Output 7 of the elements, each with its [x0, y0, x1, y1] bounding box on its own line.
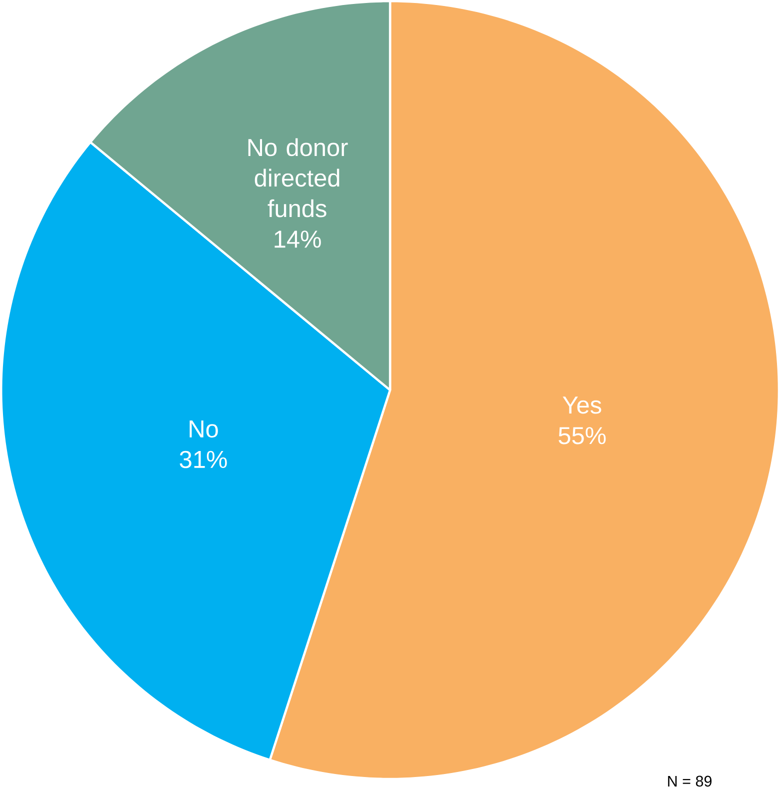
slice-label: Yes	[562, 396, 602, 414]
slice-label: No	[190, 420, 218, 438]
data-label: 55%	[558, 427, 606, 444]
slice-label: No donor directed funds	[248, 138, 348, 218]
data-label: 14%	[274, 230, 321, 248]
data-label: 31%	[180, 450, 227, 468]
text: N = 89	[668, 776, 712, 787]
